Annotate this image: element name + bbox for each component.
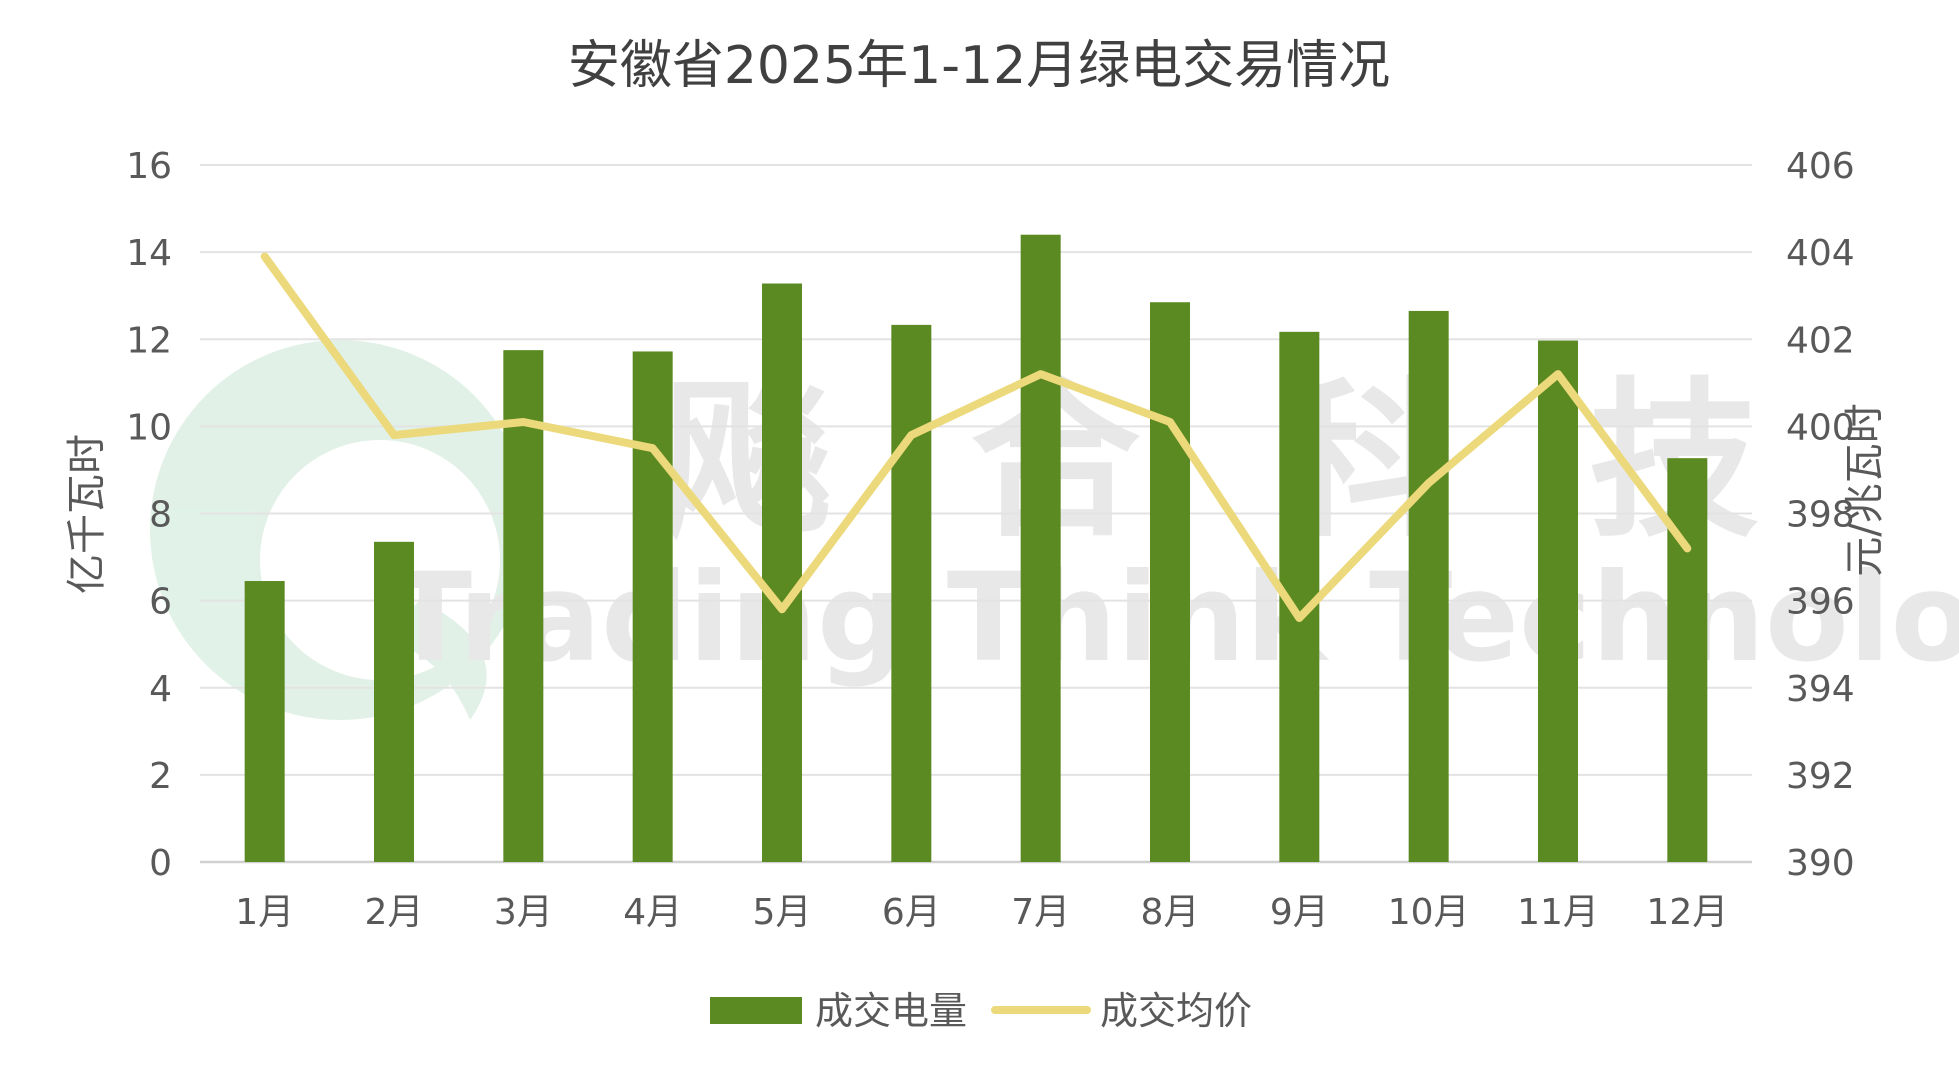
price-line xyxy=(260,252,1692,622)
x-tick-label: 11月 xyxy=(1517,892,1599,933)
bar xyxy=(374,541,414,862)
bar-series xyxy=(244,234,1708,862)
x-tick-label: 1月 xyxy=(235,892,294,933)
legend-label-line: 成交均价 xyxy=(1100,989,1252,1033)
y-right-tick-label: 390 xyxy=(1786,843,1855,884)
y-left-tick-label: 2 xyxy=(149,756,172,797)
bar xyxy=(503,350,544,862)
bar xyxy=(1538,340,1578,862)
x-tick-label: 10月 xyxy=(1388,892,1470,933)
y-left-tick-label: 10 xyxy=(126,407,172,448)
y-right-tick-label: 396 xyxy=(1786,582,1855,623)
legend: 成交电量 成交均价 xyxy=(710,989,1252,1033)
y-left-tick-label: 8 xyxy=(149,495,172,536)
bar xyxy=(632,351,673,862)
bar xyxy=(891,324,932,862)
y-left-tick-label: 4 xyxy=(149,669,172,710)
x-tick-label: 9月 xyxy=(1270,892,1329,933)
y-left-tick-label: 6 xyxy=(149,582,172,623)
y-left-tick-label: 0 xyxy=(149,843,172,884)
chart-title: 安徽省2025年1-12月绿电交易情况 xyxy=(568,36,1390,96)
y-right-tick-label: 392 xyxy=(1786,756,1855,797)
y-right-tick-label: 406 xyxy=(1786,146,1855,187)
x-tick-label: 12月 xyxy=(1646,892,1728,933)
legend-label-bar: 成交电量 xyxy=(815,989,967,1033)
bar xyxy=(1667,458,1708,862)
x-tick-label: 5月 xyxy=(753,892,812,933)
y-left-tick-label: 12 xyxy=(126,320,172,361)
bar xyxy=(1150,302,1190,862)
x-tick-label: 8月 xyxy=(1141,892,1200,933)
bar xyxy=(1408,310,1449,862)
y-right-axis-title: 元/兆瓦时 xyxy=(1842,403,1888,576)
x-tick-label: 6月 xyxy=(882,892,941,933)
gridlines xyxy=(200,164,1752,864)
line-series xyxy=(260,252,1692,622)
legend-swatch-bar xyxy=(710,997,802,1024)
x-tick-label: 4月 xyxy=(623,892,682,933)
y-right-tick-label: 398 xyxy=(1786,495,1855,536)
x-tick-label: 2月 xyxy=(365,892,424,933)
y-left-tick-label: 14 xyxy=(126,233,172,274)
y-left-tick-label: 16 xyxy=(126,146,172,187)
y-left-axis-title: 亿千瓦时 xyxy=(64,434,110,594)
bar xyxy=(244,581,285,862)
bar xyxy=(762,283,802,862)
y-right-tick-label: 402 xyxy=(1786,320,1855,361)
y-right-tick-label: 404 xyxy=(1786,233,1855,274)
x-tick-label: 3月 xyxy=(494,892,553,933)
x-tick-label: 7月 xyxy=(1011,892,1070,933)
y-right-tick-label: 394 xyxy=(1786,669,1855,710)
bar xyxy=(1020,234,1061,862)
y-right-tick-label: 400 xyxy=(1786,407,1855,448)
axes: 0 2 4 6 8 10 12 14 16 390 392 394 396 398 400 402 404 406… xyxy=(64,146,1888,933)
